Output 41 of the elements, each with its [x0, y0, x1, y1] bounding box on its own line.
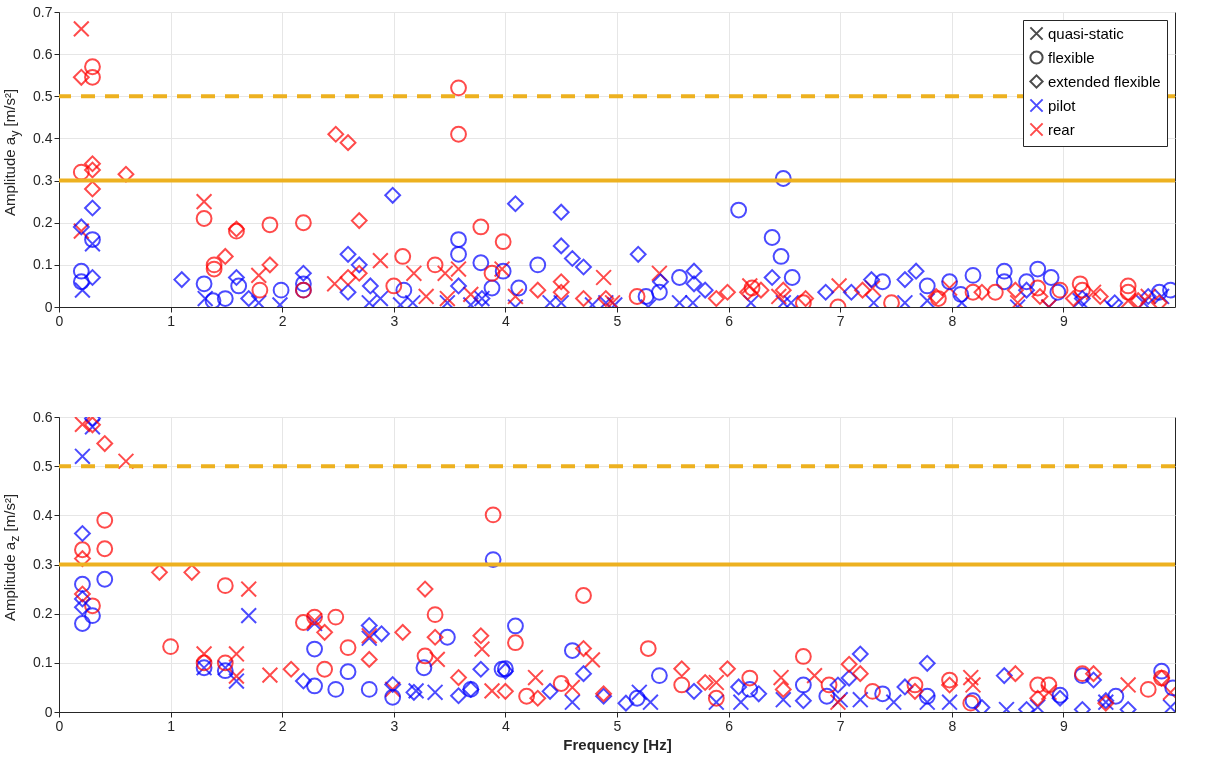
- legend-label: pilot: [1048, 96, 1077, 114]
- y-tick-label: 0: [44, 298, 53, 315]
- legend-label: flexible: [1048, 48, 1095, 66]
- x-tick-label: 5: [613, 312, 622, 329]
- x-tick-label: 0: [55, 312, 64, 329]
- y-tick-label: 0.4: [33, 129, 53, 146]
- x-tick-label: 7: [836, 312, 845, 329]
- x-tick-label: 4: [502, 717, 510, 734]
- x-tick-label: 2: [278, 717, 287, 734]
- x-tick-label: 2: [278, 312, 287, 329]
- y-tick-label: 0.1: [33, 256, 53, 273]
- x-tick-label: 5: [613, 717, 622, 734]
- y-tick-label: 0.4: [33, 506, 53, 523]
- x-tick-label: 7: [836, 717, 845, 734]
- x-tick-label: 8: [948, 312, 957, 329]
- legend-label: quasi-static: [1048, 24, 1125, 42]
- x-tick-label: 1: [167, 717, 176, 734]
- y-tick-label: 0.1: [33, 654, 53, 671]
- y-tick-label: 0.6: [33, 45, 53, 62]
- x-tick-label: 9: [1060, 312, 1068, 329]
- x-tick-label: 9: [1060, 717, 1068, 734]
- y-tick-label: 0.3: [33, 172, 53, 189]
- x-tick-label: 3: [390, 312, 399, 329]
- y-tick-label: 0.2: [33, 214, 53, 231]
- y-tick-label: 0.3: [33, 556, 53, 572]
- y-tick-label: 0: [44, 703, 53, 720]
- x-tick-label: 1: [167, 312, 176, 329]
- x-tick-label: 0: [55, 717, 64, 734]
- y-tick-label: 0.7: [33, 3, 53, 20]
- legend-label: extended flexible: [1048, 72, 1161, 90]
- x-tick-label: 6: [725, 312, 734, 329]
- x-tick-label: 8: [948, 717, 957, 734]
- x-tick-label: 6: [725, 717, 734, 734]
- y-tick-label: 0.6: [33, 408, 53, 425]
- y-tick-label: 0.2: [33, 605, 53, 622]
- legend-label: rear: [1048, 120, 1075, 138]
- x-tick-label: 3: [390, 717, 399, 734]
- x-tick-label: 4: [502, 312, 510, 329]
- y-tick-label: 0.5: [33, 87, 53, 104]
- y-tick-label: 0.5: [33, 457, 53, 474]
- x-axis-title: Frequency [Hz]: [563, 735, 672, 753]
